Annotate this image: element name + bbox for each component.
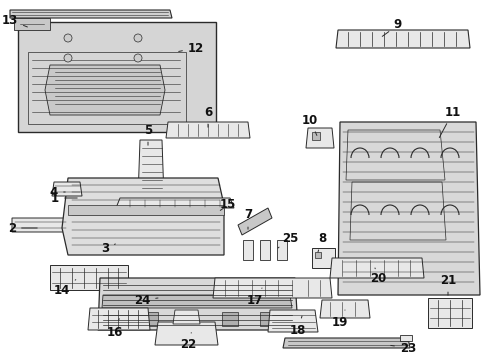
Text: 25: 25 — [278, 231, 298, 248]
Polygon shape — [14, 18, 50, 30]
Polygon shape — [329, 258, 423, 278]
Text: 11: 11 — [438, 105, 460, 138]
Polygon shape — [18, 22, 216, 132]
Polygon shape — [311, 248, 334, 268]
Polygon shape — [222, 312, 238, 326]
Polygon shape — [62, 178, 224, 255]
Polygon shape — [399, 335, 411, 341]
Polygon shape — [155, 322, 218, 345]
Text: 18: 18 — [289, 316, 305, 337]
Text: 10: 10 — [301, 113, 318, 135]
Polygon shape — [68, 205, 224, 215]
Polygon shape — [238, 208, 271, 235]
Polygon shape — [305, 128, 333, 148]
Polygon shape — [314, 252, 320, 258]
Polygon shape — [337, 122, 479, 295]
Polygon shape — [276, 240, 286, 260]
Text: 1: 1 — [51, 192, 77, 204]
Circle shape — [134, 34, 142, 42]
Polygon shape — [311, 132, 319, 140]
Polygon shape — [98, 238, 132, 248]
Text: 14: 14 — [54, 280, 76, 297]
Text: 2: 2 — [8, 221, 37, 234]
Polygon shape — [180, 312, 196, 326]
Polygon shape — [102, 295, 291, 308]
Polygon shape — [98, 278, 297, 330]
Polygon shape — [335, 30, 469, 48]
Text: 22: 22 — [180, 333, 196, 351]
Polygon shape — [283, 338, 409, 348]
Text: 19: 19 — [331, 310, 347, 328]
Text: 17: 17 — [246, 288, 263, 306]
Polygon shape — [213, 278, 331, 298]
Polygon shape — [267, 310, 317, 332]
Text: 5: 5 — [143, 123, 152, 145]
Text: 24: 24 — [134, 293, 158, 306]
Text: 13: 13 — [2, 13, 27, 27]
Text: 15: 15 — [220, 198, 236, 211]
Text: 20: 20 — [369, 268, 386, 284]
Polygon shape — [10, 10, 172, 18]
Circle shape — [64, 34, 72, 42]
Polygon shape — [260, 312, 275, 326]
Polygon shape — [138, 140, 163, 198]
Polygon shape — [116, 198, 234, 208]
Text: 16: 16 — [106, 319, 123, 338]
Text: 3: 3 — [101, 242, 115, 255]
Polygon shape — [88, 308, 150, 330]
Polygon shape — [427, 298, 471, 328]
Text: 9: 9 — [382, 18, 401, 36]
Polygon shape — [142, 312, 158, 326]
Polygon shape — [50, 265, 128, 290]
Text: 8: 8 — [317, 231, 325, 252]
Text: 12: 12 — [178, 41, 203, 54]
Polygon shape — [173, 310, 200, 324]
Polygon shape — [105, 241, 115, 246]
Text: 7: 7 — [244, 208, 251, 229]
Polygon shape — [118, 241, 126, 246]
Text: 4: 4 — [50, 185, 65, 198]
Polygon shape — [52, 182, 82, 196]
Text: 21: 21 — [439, 274, 455, 295]
Circle shape — [64, 54, 72, 62]
Polygon shape — [165, 122, 249, 138]
Polygon shape — [319, 300, 369, 318]
Text: 6: 6 — [203, 105, 212, 127]
Text: 23: 23 — [390, 342, 415, 355]
Circle shape — [134, 54, 142, 62]
Polygon shape — [45, 65, 164, 115]
Polygon shape — [12, 218, 68, 232]
Polygon shape — [260, 240, 269, 260]
Polygon shape — [110, 312, 126, 326]
Polygon shape — [243, 240, 252, 260]
